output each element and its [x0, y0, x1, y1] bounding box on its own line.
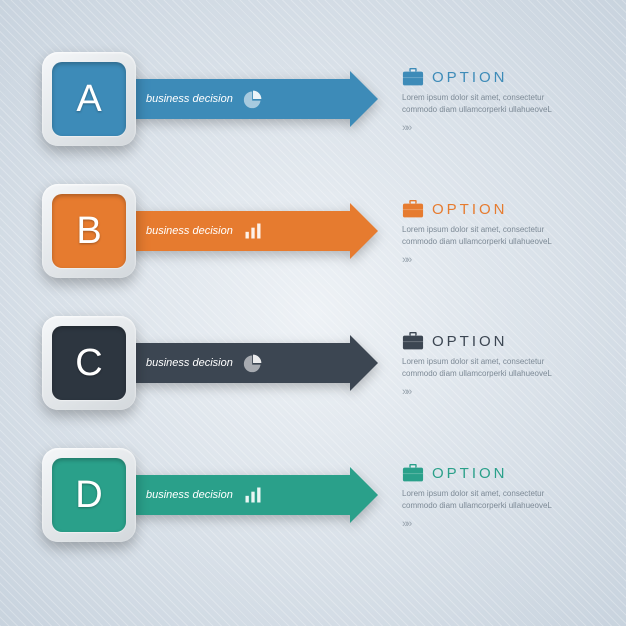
option-title: OPTION	[432, 333, 508, 350]
option-row-d: D business decision OPTION Lorem ipsum d…	[42, 448, 596, 542]
letter-label: D	[75, 474, 102, 517]
letter-label: B	[76, 210, 101, 253]
option-row-b: B business decision OPTION Lorem ipsum d…	[42, 184, 596, 278]
letter-badge: B	[42, 184, 136, 278]
chevron-icon: »»	[402, 386, 596, 398]
option-block: OPTION Lorem ipsum dolor sit amet, conse…	[378, 196, 596, 266]
briefcase-icon	[402, 464, 424, 482]
chevron-icon: »»	[402, 122, 596, 134]
arrow-label: business decision	[146, 357, 233, 369]
arrow: business decision	[118, 79, 378, 119]
letter-badge: A	[42, 52, 136, 146]
chevron-icon: »»	[402, 254, 596, 266]
arrow: business decision	[118, 475, 378, 515]
option-title: OPTION	[432, 201, 508, 218]
letter-label: C	[75, 342, 102, 385]
pie-chart-icon	[243, 353, 263, 373]
option-block: OPTION Lorem ipsum dolor sit amet, conse…	[378, 64, 596, 134]
option-block: OPTION Lorem ipsum dolor sit amet, conse…	[378, 460, 596, 530]
arrow: business decision	[118, 211, 378, 251]
option-description: Lorem ipsum dolor sit amet, consectetur …	[402, 356, 572, 380]
chevron-icon: »»	[402, 518, 596, 530]
option-description: Lorem ipsum dolor sit amet, consectetur …	[402, 488, 572, 512]
option-title: OPTION	[432, 69, 508, 86]
letter-badge: C	[42, 316, 136, 410]
arrow-label: business decision	[146, 225, 233, 237]
letter-badge: D	[42, 448, 136, 542]
briefcase-icon	[402, 332, 424, 350]
briefcase-icon	[402, 200, 424, 218]
arrow: business decision	[118, 343, 378, 383]
bar-chart-icon	[243, 221, 263, 241]
bar-chart-icon	[243, 485, 263, 505]
option-title: OPTION	[432, 465, 508, 482]
pie-chart-icon	[243, 89, 263, 109]
arrow-label: business decision	[146, 489, 233, 501]
option-row-c: C business decision OPTION Lorem ipsum d…	[42, 316, 596, 410]
briefcase-icon	[402, 68, 424, 86]
option-description: Lorem ipsum dolor sit amet, consectetur …	[402, 224, 572, 248]
option-row-a: A business decision OPTION Lorem ipsum d…	[42, 52, 596, 146]
infographic-container: A business decision OPTION Lorem ipsum d…	[0, 0, 626, 600]
option-block: OPTION Lorem ipsum dolor sit amet, conse…	[378, 328, 596, 398]
option-description: Lorem ipsum dolor sit amet, consectetur …	[402, 92, 572, 116]
arrow-label: business decision	[146, 93, 233, 105]
letter-label: A	[76, 78, 101, 121]
